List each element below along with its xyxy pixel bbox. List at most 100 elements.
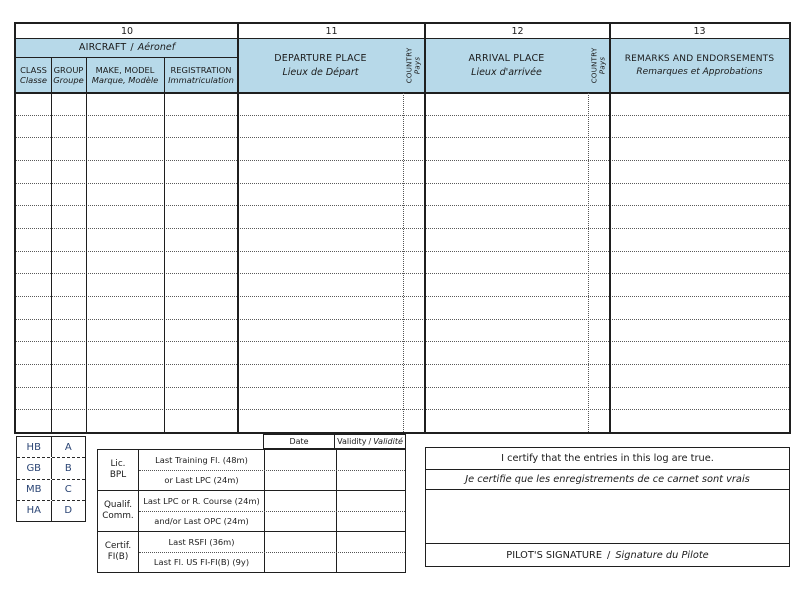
column-number-13: 13: [693, 25, 706, 37]
validity-cell-empty: [337, 450, 405, 470]
validity-row-description: Last Training Fl. (48m): [139, 450, 265, 470]
date-cell-empty: [265, 450, 337, 470]
logbook-grid: 10 11 12 13 AIRCRAFT / Aéronef CLASS Cla…: [14, 22, 791, 434]
divider-departure-country: [403, 93, 404, 432]
class-group-row: HB A: [17, 437, 85, 459]
logbook-row: [16, 184, 789, 207]
column-number-10: 10: [120, 25, 134, 37]
subheader-registration: REGISTRATION Immatriculation: [164, 57, 238, 93]
class-code: MB: [17, 479, 52, 500]
logbook-row: [16, 297, 789, 320]
date-cell-empty: [265, 470, 337, 490]
logbook-row: [16, 161, 789, 184]
aircraft-header-divider: [16, 57, 238, 58]
subheader-class-en: CLASS: [20, 64, 47, 75]
validity-cell-empty: [337, 553, 405, 573]
divider-class-group: [50, 57, 52, 432]
validity-row: Last Training Fl. (48m): [139, 450, 405, 471]
divider-make-registration: [163, 57, 165, 432]
subheader-group: GROUP Groupe: [51, 57, 86, 93]
remarks-header: REMARKS AND ENDORSEMENTS Remarques et Ap…: [610, 38, 789, 93]
divider-arrival-country: [588, 93, 589, 432]
class-code: GB: [17, 458, 52, 479]
class-group-row: MB C: [17, 479, 85, 501]
class-group-row: GB B: [17, 458, 85, 480]
class-group-code-table: HB A GB B MB C HA D: [16, 436, 86, 522]
column-number-12: 12: [511, 25, 524, 37]
divider-col10-col11: [237, 24, 239, 432]
column-number-11: 11: [325, 25, 338, 37]
class-code: HA: [17, 500, 52, 521]
logbook-row: [16, 252, 789, 275]
license-validity-table: Lic. BPL Last Training Fl. (48m) or Last…: [97, 449, 406, 573]
validity-cell-empty: [337, 532, 405, 552]
logbook-row: [16, 388, 789, 411]
pilot-signature-en: PILOT'S SIGNATURE: [506, 549, 603, 561]
departure-place-title-en: DEPARTURE PLACE: [274, 53, 367, 65]
validity-header-separator: /: [368, 437, 372, 446]
validity-group-qualif-comm: Qualif. Comm. Last LPC or R. Course (24m…: [98, 491, 405, 532]
class-group-row: HA D: [17, 500, 85, 521]
validity-row-description: or Last LPC (24m): [139, 470, 265, 490]
subheader-group-fr: Groupe: [53, 75, 84, 85]
validity-row: or Last LPC (24m): [139, 470, 405, 491]
remarks-title-en: REMARKS AND ENDORSEMENTS: [624, 53, 775, 64]
arrival-place-header: ARRIVAL PLACE Lieux d'arrivée: [425, 38, 588, 93]
header-band-bottom-border: [16, 92, 789, 94]
logbook-body-rows: [16, 93, 789, 432]
arrival-country-header: COUNTRY Pays: [588, 38, 610, 93]
subheader-make-model-fr: Marque, Modèle: [91, 75, 159, 85]
group-label-line1: Lic.: [110, 459, 126, 470]
logbook-row: [16, 274, 789, 298]
group-code: B: [64, 462, 72, 474]
validity-row: Last LPC or R. Course (24m): [139, 491, 405, 512]
date-cell-empty: [265, 491, 337, 511]
group-code: D: [64, 505, 73, 517]
validity-header-fr: Validité: [373, 437, 403, 446]
aircraft-header: AIRCRAFT / Aéronef: [16, 38, 238, 57]
subheader-make-model: MAKE, MODEL Marque, Modèle: [86, 57, 164, 93]
aircraft-title-en: AIRCRAFT: [78, 42, 127, 53]
divider-group-make: [85, 57, 87, 432]
subheader-class-fr: Classe: [20, 75, 47, 85]
validity-row-description: Last RSFI (36m): [139, 532, 265, 552]
departure-country-en: COUNTRY: [405, 47, 414, 84]
subheader-registration-fr: Immatriculation: [168, 75, 234, 85]
subheader-group-en: GROUP: [53, 64, 84, 75]
departure-place-header: DEPARTURE PLACE Lieux de Départ: [238, 38, 403, 93]
group-label: Qualif. Comm.: [98, 491, 139, 531]
pilot-signature-fr: Signature du Pilote: [615, 549, 709, 561]
subheader-registration-en: REGISTRATION: [170, 64, 232, 75]
logbook-row: [16, 206, 789, 230]
validity-row-description: Last Fl. US FI-FI(B) (9y): [139, 552, 265, 572]
date-column-header: Date: [264, 435, 335, 448]
arrival-country-en: COUNTRY: [590, 47, 599, 84]
logbook-row: [16, 320, 789, 343]
pilot-signature-label: PILOT'S SIGNATURE / Signature du Pilote: [426, 543, 789, 566]
aircraft-title-fr: Aéronef: [137, 42, 176, 53]
group-label: Certif. FI(B): [98, 532, 139, 572]
logbook-row: [16, 138, 789, 162]
group-code: A: [64, 441, 72, 453]
departure-country-header: COUNTRY Pays: [403, 38, 425, 93]
validity-column-header: Validity / Validité: [335, 435, 405, 448]
date-cell-empty: [265, 511, 337, 531]
validity-table-header: Date Validity / Validité: [263, 434, 406, 449]
subheader-class: CLASS Classe: [16, 57, 51, 93]
date-cell-empty: [265, 532, 337, 552]
validity-header-en: Validity: [337, 437, 367, 446]
header-band: [16, 38, 789, 93]
validity-row-description: and/or Last OPC (24m): [139, 511, 265, 531]
group-code: C: [64, 484, 72, 496]
pilot-signature-separator: /: [607, 549, 611, 561]
subheader-make-model-en: MAKE, MODEL: [95, 64, 155, 75]
arrival-place-title-fr: Lieux d'arrivée: [471, 66, 542, 78]
validity-group-lic-bpl: Lic. BPL Last Training Fl. (48m) or Last…: [98, 450, 405, 491]
class-code: HB: [17, 437, 52, 458]
validity-group-certif-fib: Certif. FI(B) Last RSFI (36m) Last Fl. U…: [98, 532, 405, 572]
validity-cell-empty: [337, 491, 405, 511]
logbook-row: [16, 342, 789, 366]
validity-cell-empty: [337, 471, 405, 491]
departure-country-fr: Pays: [414, 56, 423, 75]
departure-place-title-fr: Lieux de Départ: [282, 66, 359, 78]
